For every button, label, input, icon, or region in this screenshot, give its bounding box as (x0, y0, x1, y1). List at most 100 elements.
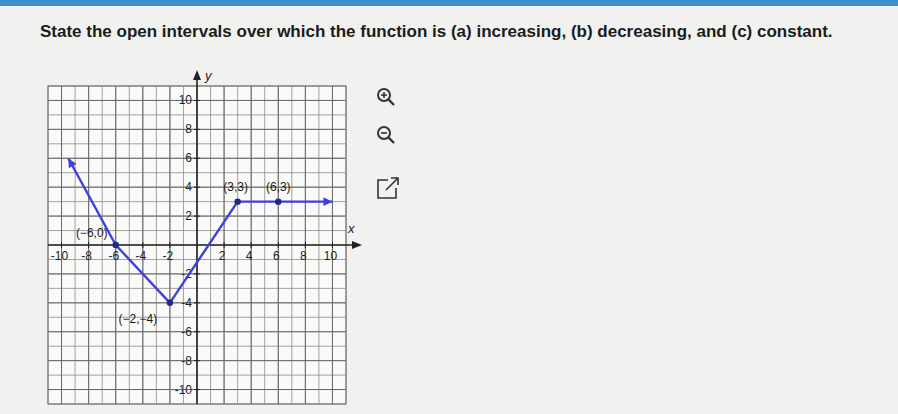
plot-area (68, 158, 332, 306)
y-tick (194, 331, 200, 332)
x-tick (224, 242, 225, 248)
x-tick (142, 242, 143, 248)
y-tick-label: -4 (181, 296, 192, 310)
grid-line (48, 389, 346, 390)
top-bar (0, 0, 898, 6)
grid-line (278, 86, 279, 404)
x-tick-label: -6 (108, 249, 119, 263)
grid-line-minor (48, 100, 346, 101)
grid-line-minor (48, 273, 346, 274)
grid-line (48, 216, 346, 217)
x-tick-label: 4 (246, 249, 253, 263)
grid-line (48, 273, 346, 274)
y-axis-arrow (193, 70, 201, 80)
grid-line (48, 158, 346, 159)
x-axis (48, 244, 356, 246)
grid-line-minor (224, 86, 225, 404)
minus (381, 132, 387, 134)
grid-line (224, 86, 225, 404)
x-tick-label: -10 (51, 249, 69, 263)
grid-line (251, 86, 252, 404)
point (167, 300, 173, 306)
y-tick (194, 273, 200, 274)
plus (383, 92, 385, 98)
x-tick (169, 242, 170, 248)
handle (388, 137, 394, 143)
grid-line (48, 360, 346, 361)
x-tick (251, 242, 252, 248)
grid-line (48, 100, 346, 101)
y-tick-label: 4 (185, 180, 192, 194)
y-tick (194, 158, 200, 159)
x-tick (88, 242, 89, 248)
x-tick-label: 8 (300, 249, 307, 263)
point (234, 198, 240, 204)
x-tick-label: -4 (135, 249, 146, 263)
grid-line (332, 86, 333, 404)
x-tick-label: 10 (324, 249, 338, 263)
grid-line-minor (88, 86, 89, 404)
y-tick-label: 2 (185, 209, 192, 223)
open-icon[interactable] (378, 178, 398, 198)
grid-line (169, 86, 170, 404)
grid-line (88, 86, 89, 404)
arrow (386, 178, 398, 190)
grid-line-minor (251, 86, 252, 404)
grid-line-minor (48, 360, 346, 361)
grid-line-minor (48, 331, 346, 332)
point (275, 198, 281, 204)
y-tick (194, 187, 200, 188)
chart: xy-10-8-6-4-2246810-10-8-6-4-2246810(−6,… (0, 0, 898, 414)
grid-line (48, 129, 346, 130)
grid-line (305, 86, 306, 404)
y-tick-label: -10 (175, 383, 193, 397)
grid-line-minor (61, 86, 62, 404)
x-tick (305, 242, 306, 248)
grid-line-minor (48, 158, 346, 159)
x-tick (278, 242, 279, 248)
grid-line-minor (278, 86, 279, 404)
grid-line-minor (48, 302, 346, 303)
y-tick (194, 360, 200, 361)
x-tick (332, 242, 333, 248)
y-tick (194, 216, 200, 217)
grid-line (142, 86, 143, 404)
y-tick-label: 8 (185, 122, 192, 136)
grid-line-minor (169, 86, 170, 404)
grid-line-minor (332, 86, 333, 404)
x-axis-arrow (352, 241, 362, 249)
y-axis-label: y (204, 68, 213, 83)
grid-line (48, 302, 346, 303)
x-tick-label: -2 (163, 249, 174, 263)
x-tick-label: -8 (81, 249, 92, 263)
line-arrow (323, 197, 332, 206)
grid-line-minor (142, 86, 143, 404)
grid-line-minor (305, 86, 306, 404)
x-axis-label: x (347, 221, 355, 236)
point-label: (6,3) (266, 180, 291, 194)
x-tick-label: 2 (219, 249, 226, 263)
y-tick-label: -6 (181, 325, 192, 339)
question: State the open intervals over which the … (40, 22, 833, 42)
grid-line-minor (48, 129, 346, 130)
x-tick (61, 242, 62, 248)
line-arrow (68, 158, 76, 168)
zoom-in-icon[interactable] (378, 89, 394, 105)
handle (388, 99, 394, 105)
x-tick-label: 6 (273, 249, 280, 263)
grid-line-minor (48, 389, 346, 390)
grid-line-minor (48, 187, 346, 188)
grid-line (48, 331, 346, 332)
tool-icons (378, 89, 398, 198)
point (113, 242, 119, 248)
point-label: (−6,0) (76, 226, 108, 240)
y-axis (196, 76, 198, 404)
grid-line-minor (48, 216, 346, 217)
zoom-out-icon[interactable] (378, 127, 394, 143)
y-tick (194, 129, 200, 130)
grid-line (48, 187, 346, 188)
y-tick-label: 10 (179, 93, 193, 107)
point-label: (−2,−4) (119, 312, 158, 326)
function-line (68, 158, 332, 303)
grid-line (61, 86, 62, 404)
